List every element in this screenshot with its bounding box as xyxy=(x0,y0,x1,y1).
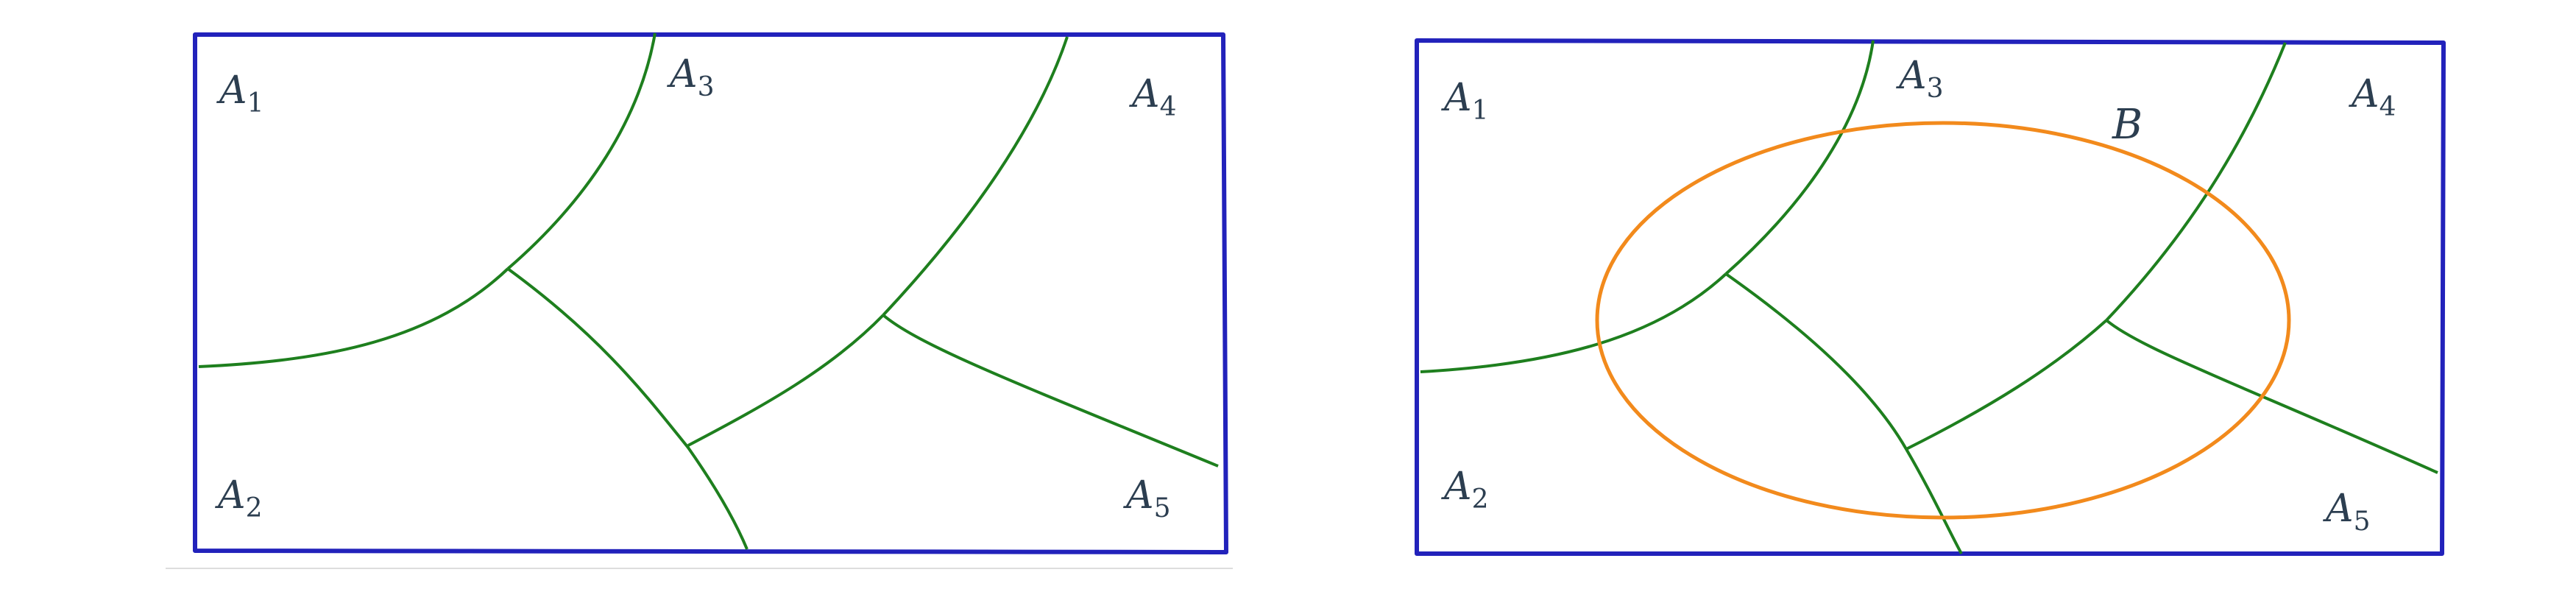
partition-boundary-a1-a3 xyxy=(506,32,657,270)
region-label-a5: A5 xyxy=(2323,487,2370,537)
partition-boundary-a4-a5 xyxy=(2105,319,2438,474)
partition-boundary-a3-a4 xyxy=(882,36,1069,317)
region-label-a4: A4 xyxy=(2349,72,2396,122)
region-label-a1: A1 xyxy=(216,68,263,119)
region-label-a2: A2 xyxy=(215,473,262,523)
partition-boundary-a3-a5 xyxy=(687,314,885,447)
partition-boundary-a1-a3 xyxy=(1724,40,1875,275)
partition-boundary-a3-a4 xyxy=(2105,42,2287,322)
region-label-a3: A3 xyxy=(1896,54,1943,104)
sample-space-frame xyxy=(1415,38,2446,556)
sample-space-frame xyxy=(193,32,1228,554)
partition-boundary-a3-a5 xyxy=(1906,319,2108,451)
partition-boundary-a2-a3 xyxy=(1724,272,1963,554)
left-panel: A1 A2 A3 A4 A5 xyxy=(193,32,1228,554)
event-b-ellipse xyxy=(1595,121,2291,520)
partition-boundary-a1-a2 xyxy=(1420,272,1727,373)
region-label-a5: A5 xyxy=(1123,473,1170,523)
event-label-b: B xyxy=(2112,101,2142,149)
region-label-a2: A2 xyxy=(1441,465,1488,515)
region-label-a4: A4 xyxy=(1129,72,1176,122)
partition-boundary-a1-a2 xyxy=(198,267,509,368)
region-label-a3: A3 xyxy=(667,52,714,102)
right-panel: B A1 A2 A3 A4 A5 xyxy=(1415,38,2446,556)
partition-boundary-a2-a3 xyxy=(506,267,749,550)
partition-boundary-a4-a5 xyxy=(882,314,1219,468)
region-label-a1: A1 xyxy=(1441,76,1488,126)
